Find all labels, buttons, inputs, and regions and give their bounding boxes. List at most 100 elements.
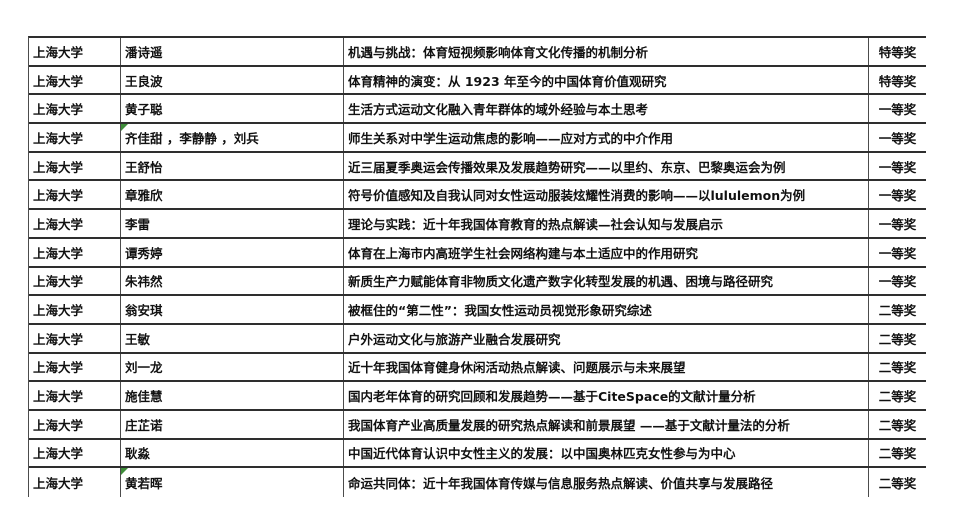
cell-award[interactable]: 二等奖	[878, 417, 917, 433]
cell-title[interactable]: 中国近代体育认识中女性主义的发展：以中国奥林匹克女性参与为中心	[344, 439, 869, 467]
cell-authors[interactable]: 谭秀婷	[121, 238, 344, 266]
table-row: 上海大学 刘一龙 近十年我国体育健身休闲活动热点解读、问题展示与未来展望 二等奖	[29, 353, 926, 383]
cell-title[interactable]: 户外运动文化与旅游产业融合发展研究	[344, 324, 869, 352]
table-row: 上海大学 谭秀婷 体育在上海市内高班学生社会网络构建与本土适应中的作用研究 一等…	[29, 238, 926, 268]
cell-award[interactable]: 一等奖	[878, 188, 917, 204]
authors-text: 李雷	[125, 216, 151, 232]
cell-award[interactable]: 一等奖	[878, 274, 917, 290]
cell-title[interactable]: 机遇与挑战：体育短视频影响体育文化传播的机制分析	[344, 38, 869, 65]
table-row: 上海大学 黄若晖 命运共同体：近十年我国体育传媒与信息服务热点解读、价值共享与发…	[29, 468, 926, 497]
cell-title[interactable]: 近三届夏季奥运会传播效果及发展趋势研究——以里约、东京、巴黎奥运会为例	[344, 152, 869, 180]
table-row: 上海大学 王敏 户外运动文化与旅游产业融合发展研究 二等奖	[29, 324, 926, 354]
cell-authors[interactable]: 王良波	[121, 66, 344, 94]
comment-marker-icon	[121, 468, 128, 476]
cell-authors[interactable]: 施佳慧	[121, 382, 344, 409]
table-row: 上海大学 章雅欣 符号价值感知及自我认同对女性运动服装炫耀性消费的影响——以lu…	[29, 181, 926, 211]
cell-title[interactable]: 新质生产力赋能体育非物质文化遗产数字化转型发展的机遇、困境与路径研究	[344, 267, 869, 295]
cell-university[interactable]: 上海大学	[29, 468, 121, 497]
cell-university[interactable]: 上海大学	[29, 238, 121, 266]
authors-text: 潘诗遥	[125, 44, 163, 60]
cell-title[interactable]: 生活方式运动文化融入青年群体的域外经验与本土思考	[344, 95, 869, 123]
table-row: 上海大学 朱祎然 新质生产力赋能体育非物质文化遗产数字化转型发展的机遇、困境与路…	[29, 267, 926, 297]
cell-authors[interactable]: 黄子聪	[121, 95, 344, 123]
cell-award[interactable]: 一等奖	[878, 245, 917, 261]
table-row: 上海大学 李雷 理论与实践：近十年我国体育教育的热点解读—社会认知与发展启示 一…	[29, 210, 926, 239]
cell-authors[interactable]: 齐佳甜 ，李静静 ，刘兵	[121, 124, 344, 151]
table-row: 上海大学 王舒怡 近三届夏季奥运会传播效果及发展趋势研究——以里约、东京、巴黎奥…	[29, 152, 926, 182]
cell-authors[interactable]: 王敏	[121, 324, 344, 352]
cell-university[interactable]: 上海大学	[29, 353, 121, 381]
cell-title[interactable]: 体育精神的演变：从 1923 年至今的中国体育价值观研究	[344, 66, 869, 94]
cell-university[interactable]: 上海大学	[29, 296, 121, 323]
table-row: 上海大学 潘诗遥 机遇与挑战：体育短视频影响体育文化传播的机制分析 特等奖	[29, 38, 926, 67]
cell-title[interactable]: 近十年我国体育健身休闲活动热点解读、问题展示与未来展望	[344, 353, 869, 381]
table-row: 上海大学 庄芷诺 我国体育产业高质量发展的研究热点解读和前景展望 ——基于文献计…	[29, 410, 926, 440]
cell-award[interactable]: 二等奖	[878, 389, 917, 405]
cell-title[interactable]: 师生关系对中学生运动焦虑的影响——应对方式的中介作用	[344, 124, 869, 151]
cell-authors[interactable]: 王舒怡	[121, 152, 344, 180]
authors-text: 王舒怡	[125, 159, 163, 175]
cell-award[interactable]: 特等奖	[878, 44, 917, 60]
cell-university[interactable]: 上海大学	[29, 382, 121, 409]
cell-title[interactable]: 被框住的“第二性”：我国女性运动员视觉形象研究综述	[344, 296, 869, 323]
cell-authors[interactable]: 章雅欣	[121, 181, 344, 209]
cell-title[interactable]: 体育在上海市内高班学生社会网络构建与本土适应中的作用研究	[344, 238, 869, 266]
cell-award[interactable]: 二等奖	[878, 303, 917, 319]
table-row: 上海大学 黄子聪 生活方式运动文化融入青年群体的域外经验与本土思考 一等奖	[29, 95, 926, 125]
table-row: 上海大学 王良波 体育精神的演变：从 1923 年至今的中国体育价值观研究 特等…	[29, 66, 926, 96]
authors-text: 谭秀婷	[125, 245, 163, 261]
cell-university[interactable]: 上海大学	[29, 152, 121, 180]
authors-text: 王敏	[125, 331, 151, 347]
authors-text: 庄芷诺	[125, 417, 163, 433]
cell-authors[interactable]: 耿淼	[121, 439, 344, 467]
table-row: 上海大学 耿淼 中国近代体育认识中女性主义的发展：以中国奥林匹克女性参与为中心 …	[29, 439, 926, 469]
cell-title[interactable]: 我国体育产业高质量发展的研究热点解读和前景展望 ——基于文献计量法的分析	[344, 410, 869, 438]
authors-text: 翁安琪	[125, 303, 163, 319]
comment-marker-icon	[121, 124, 128, 132]
cell-title[interactable]: 命运共同体：近十年我国体育传媒与信息服务热点解读、价值共享与发展路径	[344, 468, 869, 497]
cell-university[interactable]: 上海大学	[29, 38, 121, 65]
authors-text: 刘一龙	[125, 360, 163, 376]
authors-text: 黄若晖	[125, 476, 163, 492]
cell-title[interactable]: 国内老年体育的研究回顾和发展趋势——基于CiteSpace的文献计量分析	[344, 382, 869, 409]
authors-text: 朱祎然	[125, 274, 163, 290]
cell-university[interactable]: 上海大学	[29, 210, 121, 237]
cell-authors[interactable]: 庄芷诺	[121, 410, 344, 438]
authors-text: 耿淼	[125, 446, 151, 462]
cell-authors[interactable]: 刘一龙	[121, 353, 344, 381]
cell-university[interactable]: 上海大学	[29, 66, 121, 94]
authors-text: 黄子聪	[125, 102, 163, 118]
cell-award[interactable]: 二等奖	[878, 446, 917, 462]
cell-university[interactable]: 上海大学	[29, 124, 121, 151]
cell-award[interactable]: 二等奖	[878, 331, 917, 347]
cell-university[interactable]: 上海大学	[29, 410, 121, 438]
cell-award[interactable]: 一等奖	[878, 159, 917, 175]
cell-authors[interactable]: 翁安琪	[121, 296, 344, 323]
authors-text: 章雅欣	[125, 188, 163, 204]
cell-award[interactable]: 二等奖	[878, 476, 917, 492]
authors-text: 齐佳甜 ，李静静 ，刘兵	[125, 130, 259, 146]
cell-award[interactable]: 一等奖	[878, 102, 917, 118]
cell-university[interactable]: 上海大学	[29, 181, 121, 209]
cell-authors[interactable]: 李雷	[121, 210, 344, 237]
cell-university[interactable]: 上海大学	[29, 95, 121, 123]
cell-award[interactable]: 特等奖	[878, 73, 917, 89]
cell-authors[interactable]: 黄若晖	[121, 468, 344, 497]
cell-university[interactable]: 上海大学	[29, 439, 121, 467]
cell-award[interactable]: 一等奖	[878, 216, 917, 232]
cell-authors[interactable]: 潘诗遥	[121, 38, 344, 65]
cell-award[interactable]: 二等奖	[878, 360, 917, 376]
table-row: 上海大学 施佳慧 国内老年体育的研究回顾和发展趋势——基于CiteSpace的文…	[29, 382, 926, 411]
authors-text: 施佳慧	[125, 389, 163, 405]
cell-award[interactable]: 一等奖	[878, 130, 917, 146]
cell-authors[interactable]: 朱祎然	[121, 267, 344, 295]
cell-university[interactable]: 上海大学	[29, 267, 121, 295]
cell-title[interactable]: 理论与实践：近十年我国体育教育的热点解读—社会认知与发展启示	[344, 210, 869, 237]
cell-title[interactable]: 符号价值感知及自我认同对女性运动服装炫耀性消费的影响——以lululemon为例	[344, 181, 869, 209]
award-table: 上海大学 潘诗遥 机遇与挑战：体育短视频影响体育文化传播的机制分析 特等奖 上海…	[28, 36, 926, 497]
authors-text: 王良波	[125, 73, 163, 89]
cell-university[interactable]: 上海大学	[29, 324, 121, 352]
table-row: 上海大学 翁安琪 被框住的“第二性”：我国女性运动员视觉形象研究综述 二等奖	[29, 296, 926, 325]
